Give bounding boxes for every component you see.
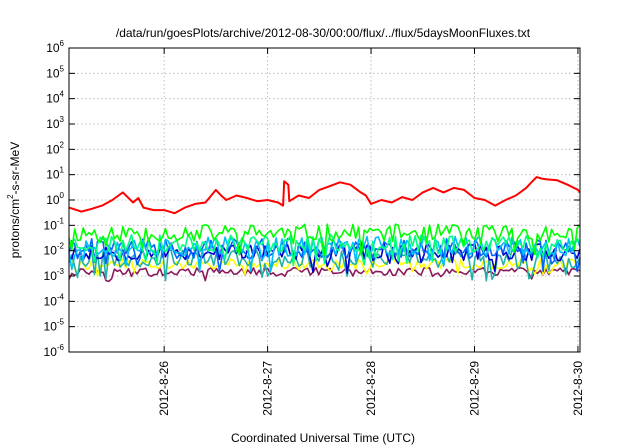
x-tick-label: 2012-8-29	[467, 361, 481, 416]
y-axis-label-sup: 2	[6, 194, 15, 199]
x-tick-label: 2012-8-28	[364, 361, 378, 416]
y-axis: 10-6 10-5 10-4 10-3 10-2 10-1 100 101 102 103 104 1…	[44, 39, 580, 359]
y-tick-label: 104	[46, 90, 64, 106]
y-tick-label: 10-4	[44, 292, 65, 308]
y-axis-label: protons/cm2-s-sr-MeV	[6, 142, 22, 258]
grid-lines	[69, 48, 580, 352]
y-tick-label: 10-2	[44, 242, 65, 258]
y-axis-label-rest: -s-sr-MeV	[8, 142, 22, 195]
y-tick-label: 10-5	[44, 318, 65, 334]
y-axis-label-base: protons/cm	[8, 199, 22, 258]
x-axis: 2012-8-26 2012-8-27 2012-8-28 2012-8-29 2012…	[157, 48, 585, 416]
series-line	[68, 266, 580, 283]
y-tick-label: 101	[46, 166, 64, 182]
x-tick-label: 2012-8-26	[157, 361, 171, 416]
y-tick-label: 10-3	[44, 267, 65, 283]
y-tick-label: 103	[46, 115, 64, 131]
y-tick-label: 10-1	[44, 216, 65, 232]
chart-title: /data/run/goesPlots/archive/2012-08-30/0…	[116, 26, 531, 40]
y-tick-label: 100	[46, 191, 64, 207]
x-tick-label: 2012-8-27	[261, 361, 275, 416]
x-tick-label: 2012-8-30	[571, 361, 585, 416]
y-tick-label: 105	[46, 64, 64, 80]
series-line	[68, 176, 581, 215]
y-tick-label: 106	[46, 39, 64, 55]
series-line	[68, 223, 581, 257]
series-group	[68, 176, 581, 283]
series-line	[68, 233, 581, 267]
x-axis-label: Coordinated Universal Time (UTC)	[231, 431, 415, 445]
y-tick-label: 10-6	[44, 343, 65, 359]
y-tick-label: 102	[46, 140, 64, 156]
